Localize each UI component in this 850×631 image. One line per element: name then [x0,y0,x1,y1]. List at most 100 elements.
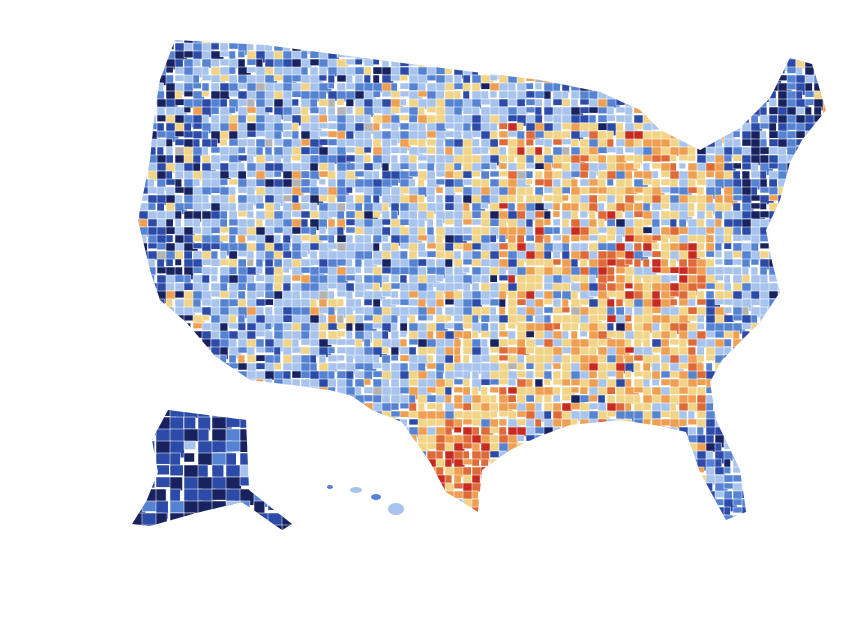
county [579,410,590,420]
county [345,466,361,477]
county [138,354,148,363]
county [291,226,302,235]
county [255,394,265,405]
county [624,418,632,426]
county [354,458,367,470]
county [669,154,677,162]
county [336,426,350,435]
county [345,242,356,253]
county [786,98,798,108]
county [561,90,569,99]
county [660,490,672,501]
county [363,442,373,455]
county [156,386,165,397]
county [678,418,688,427]
county [786,210,797,223]
county [678,474,687,483]
county [399,50,408,58]
county [138,418,149,428]
county [453,506,467,515]
county [813,346,826,356]
county [507,498,523,506]
county [399,354,410,362]
county [741,474,751,488]
county [687,178,697,187]
county [138,274,150,287]
county [165,258,174,267]
county [660,42,673,53]
county [795,138,809,146]
county [687,58,696,72]
county [804,330,815,342]
county [264,378,273,390]
county [561,130,571,139]
county [132,440,149,455]
county [480,40,495,47]
county [669,66,678,77]
county [174,370,184,384]
county [237,386,253,395]
county [147,346,161,360]
county [174,40,184,43]
county [426,122,437,133]
county [561,146,570,156]
county [183,274,192,285]
county [714,106,728,116]
county [264,418,272,427]
county [750,466,764,479]
county [688,523,700,530]
county [480,394,492,404]
county [273,218,284,229]
county [732,42,744,55]
county [138,50,143,64]
county [579,458,593,468]
county [642,42,656,52]
county [480,506,490,514]
county [597,146,609,154]
county [210,306,221,317]
county [318,402,334,411]
county [552,506,563,520]
county [687,122,697,136]
county [138,178,144,191]
county [489,386,499,394]
county [597,50,606,62]
county [813,178,824,186]
county [687,490,700,498]
county [669,106,678,114]
county [759,346,772,358]
county [471,40,479,44]
county [309,202,318,212]
county [480,178,490,188]
county [678,482,693,491]
county [372,434,385,443]
county [147,298,158,306]
county [273,266,284,276]
county [255,290,265,298]
county [642,226,653,234]
county [606,66,614,78]
county [354,498,367,505]
county [498,58,509,67]
county [696,122,712,131]
county [183,512,195,530]
county [273,426,285,434]
county [813,482,822,490]
county [336,458,348,468]
county [768,466,779,476]
county [138,162,146,170]
county [534,242,545,253]
county [525,466,537,476]
county [525,490,536,498]
county [336,482,344,496]
county [813,442,822,454]
county [267,488,282,505]
county [543,218,552,226]
county [678,106,692,120]
county [759,466,774,478]
county [507,474,523,482]
county [813,154,826,163]
county [669,50,685,63]
county [822,330,826,344]
county [390,322,398,332]
